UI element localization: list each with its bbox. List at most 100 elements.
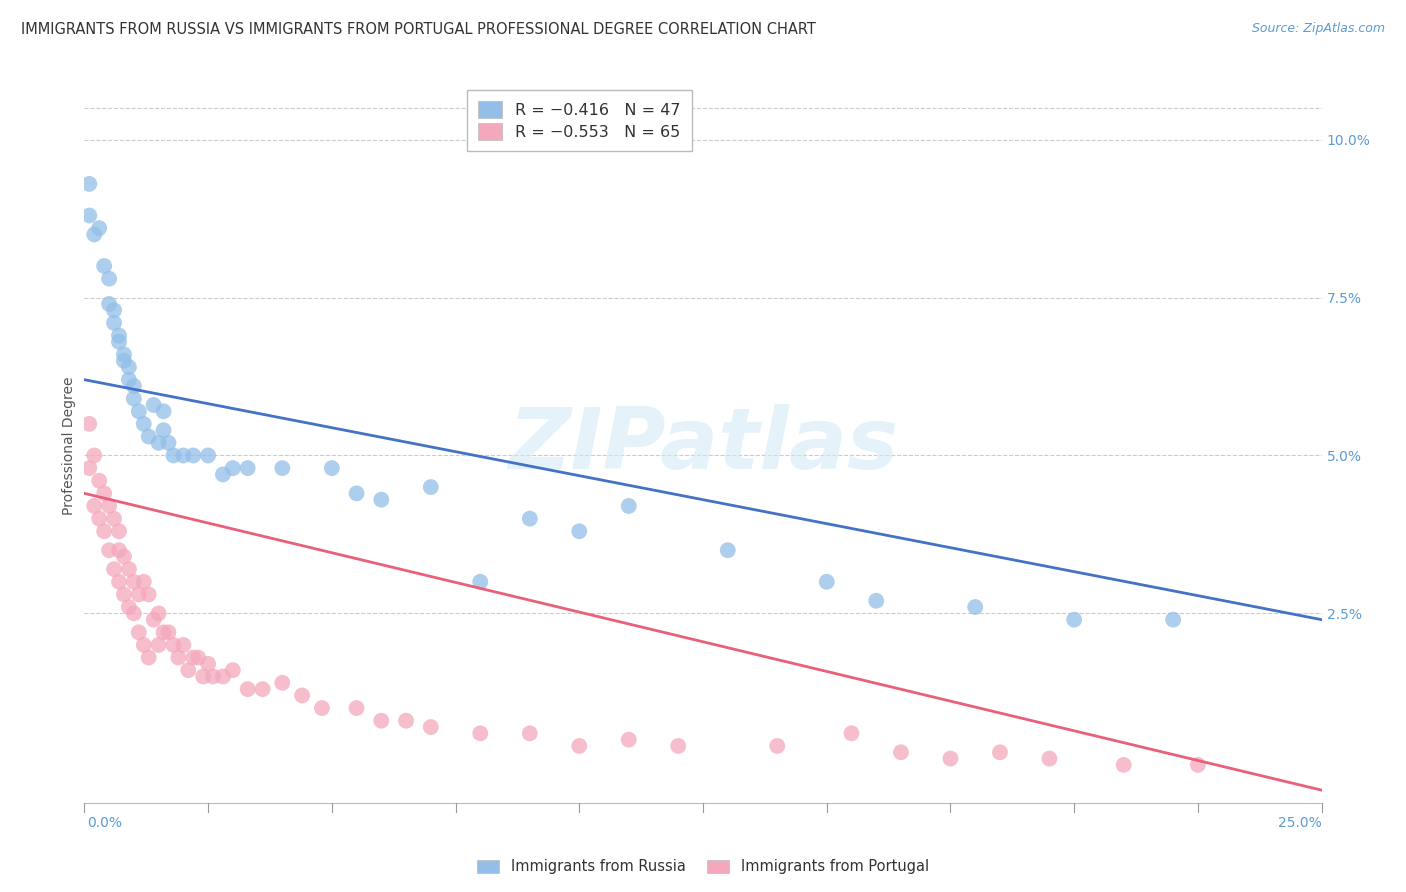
Text: 0.0%: 0.0% [87,816,122,830]
Point [83,227,105,242]
Point [93,486,115,500]
Point [103,316,125,330]
Point [79,177,101,191]
Point [1187,758,1209,772]
Y-axis label: Professional Degree: Professional Degree [62,376,76,516]
Point [108,524,131,539]
Point [187,650,209,665]
Point [93,259,115,273]
Point [108,574,131,589]
Point [132,417,155,431]
Point [148,638,170,652]
Point [890,745,912,759]
Point [311,701,333,715]
Point [568,739,591,753]
Point [419,480,441,494]
Point [142,398,165,412]
Point [212,467,235,482]
Point [841,726,863,740]
Point [122,574,145,589]
Point [252,682,274,697]
Point [222,461,245,475]
Point [177,663,200,677]
Point [1161,613,1184,627]
Point [148,607,170,621]
Point [118,373,141,387]
Point [79,417,101,431]
Point [1063,613,1085,627]
Point [988,745,1011,759]
Point [122,607,145,621]
Point [212,669,235,683]
Point [112,587,135,601]
Point [128,625,150,640]
Point [118,562,141,576]
Point [191,669,214,683]
Point [128,404,150,418]
Point [222,663,245,677]
Point [103,562,125,576]
Point [181,449,204,463]
Point [132,574,155,589]
Point [346,486,368,500]
Point [89,511,111,525]
Point [98,271,121,285]
Point [197,449,219,463]
Point [346,701,368,715]
Point [89,221,111,235]
Point [157,625,180,640]
Point [83,499,105,513]
Point [717,543,740,558]
Point [519,511,541,525]
Point [321,461,343,475]
Point [128,587,150,601]
Point [197,657,219,671]
Point [236,682,259,697]
Point [172,638,194,652]
Point [112,549,135,564]
Point [939,751,962,765]
Point [271,461,294,475]
Point [79,209,101,223]
Legend: Immigrants from Russia, Immigrants from Portugal: Immigrants from Russia, Immigrants from … [471,854,935,880]
Point [138,429,160,443]
Text: 25.0%: 25.0% [1278,816,1322,830]
Point [98,499,121,513]
Point [79,461,101,475]
Point [132,638,155,652]
Point [98,297,121,311]
Point [89,474,111,488]
Point [617,499,640,513]
Point [152,404,174,418]
Point [181,650,204,665]
Point [236,461,259,475]
Point [865,593,887,607]
Point [152,625,174,640]
Point [395,714,418,728]
Point [138,587,160,601]
Point [162,638,184,652]
Text: Source: ZipAtlas.com: Source: ZipAtlas.com [1251,22,1385,36]
Point [93,524,115,539]
Point [1038,751,1060,765]
Point [470,574,492,589]
Point [118,360,141,375]
Point [108,328,131,343]
Point [103,303,125,318]
Point [103,511,125,525]
Point [83,449,105,463]
Point [112,353,135,368]
Point [202,669,225,683]
Point [519,726,541,740]
Point [112,347,135,361]
Point [162,449,184,463]
Point [666,739,689,753]
Point [568,524,591,539]
Point [291,689,314,703]
Point [167,650,190,665]
Point [152,423,174,437]
Point [370,492,392,507]
Point [370,714,392,728]
Point [142,613,165,627]
Point [271,675,294,690]
